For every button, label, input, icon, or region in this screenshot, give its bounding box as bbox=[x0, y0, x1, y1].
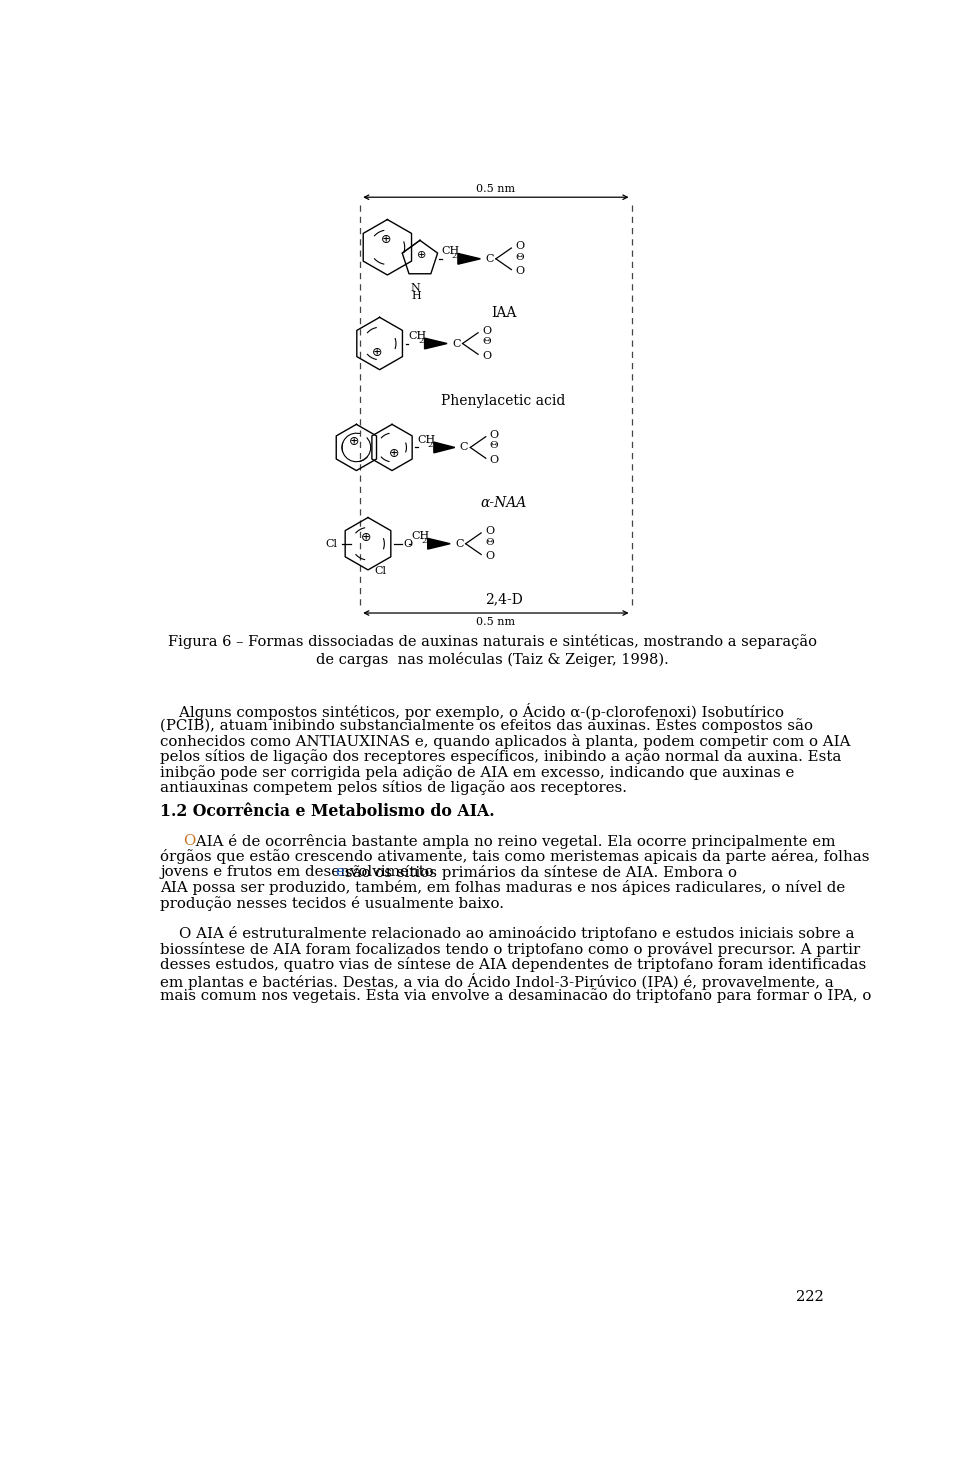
Text: Alguns compostos sintéticos, por exemplo, o Ácido α-(p-clorofenoxi) Isobutírico: Alguns compostos sintéticos, por exemplo… bbox=[160, 703, 784, 721]
Text: 2: 2 bbox=[421, 537, 427, 546]
Text: 0.5 nm: 0.5 nm bbox=[476, 617, 516, 627]
Text: C: C bbox=[460, 442, 468, 452]
Polygon shape bbox=[434, 442, 455, 452]
Text: O: O bbox=[516, 265, 524, 276]
Text: produção nesses tecidos é usualmente baixo.: produção nesses tecidos é usualmente bai… bbox=[160, 896, 504, 911]
Text: H: H bbox=[411, 291, 420, 301]
Text: órgãos que estão crescendo ativamente, tais como meristemas apicais da parte aér: órgãos que estão crescendo ativamente, t… bbox=[160, 850, 870, 865]
Text: C: C bbox=[486, 254, 494, 264]
Text: conhecidos como ANTIAUXINAS e, quando aplicados à planta, podem competir com o A: conhecidos como ANTIAUXINAS e, quando ap… bbox=[160, 734, 851, 749]
Text: são os sítios primários da síntese de AIA. Embora o: são os sítios primários da síntese de AI… bbox=[340, 865, 737, 879]
Text: 2: 2 bbox=[427, 440, 433, 449]
Text: 2,4-D: 2,4-D bbox=[485, 592, 522, 607]
Polygon shape bbox=[427, 538, 450, 549]
Text: ⊕: ⊕ bbox=[348, 435, 359, 448]
Text: Figura 6 – Formas dissociadas de auxinas naturais e sintéticas, mostrando a sepa: Figura 6 – Formas dissociadas de auxinas… bbox=[167, 633, 817, 648]
Text: Θ: Θ bbox=[485, 538, 493, 547]
Text: 1.2 Ocorrência e Metabolismo do AIA.: 1.2 Ocorrência e Metabolismo do AIA. bbox=[160, 804, 495, 820]
Text: antiauxinas competem pelos sítios de ligação aos receptores.: antiauxinas competem pelos sítios de lig… bbox=[160, 780, 627, 795]
Text: mais comum nos vegetais. Esta via envolve a desaminacão do triptofano para forma: mais comum nos vegetais. Esta via envolv… bbox=[160, 988, 872, 1003]
Text: O: O bbox=[490, 455, 499, 464]
Text: em plantas e bactérias. Destas, a via do Ácido Indol-3-Pirúvico (IPA) é, provave: em plantas e bactérias. Destas, a via do… bbox=[160, 973, 834, 989]
Text: O: O bbox=[482, 351, 492, 360]
Text: 2: 2 bbox=[452, 252, 457, 261]
Text: 2: 2 bbox=[419, 337, 423, 346]
Polygon shape bbox=[424, 338, 447, 349]
Text: desses estudos, quatro vias de síntese de AIA dependentes de triptofano foram id: desses estudos, quatro vias de síntese d… bbox=[160, 957, 867, 973]
Text: C: C bbox=[452, 338, 461, 349]
Text: CH: CH bbox=[418, 435, 436, 445]
Text: ⊕: ⊕ bbox=[360, 531, 371, 544]
Text: α-NAA: α-NAA bbox=[481, 495, 527, 510]
Text: O: O bbox=[485, 526, 494, 537]
Text: ⊕: ⊕ bbox=[417, 251, 426, 260]
Text: CH: CH bbox=[412, 531, 430, 541]
Text: O: O bbox=[482, 326, 492, 337]
Text: Θ: Θ bbox=[490, 442, 498, 451]
Text: Cl: Cl bbox=[374, 567, 386, 577]
Text: 222: 222 bbox=[796, 1290, 824, 1304]
Text: CH: CH bbox=[442, 246, 460, 257]
Text: Cl: Cl bbox=[325, 538, 338, 549]
Text: Phenylacetic acid: Phenylacetic acid bbox=[442, 394, 565, 408]
Text: IAA: IAA bbox=[491, 305, 516, 320]
Text: Θ: Θ bbox=[482, 338, 491, 347]
Text: O: O bbox=[485, 552, 494, 561]
Text: CH: CH bbox=[408, 331, 426, 341]
Text: biossíntese de AIA foram focalizados tendo o triptofano como o provável precurso: biossíntese de AIA foram focalizados ten… bbox=[160, 942, 860, 957]
Text: O AIA é estruturalmente relacionado ao aminoácido triptofano e estudos iniciais : O AIA é estruturalmente relacionado ao a… bbox=[160, 927, 854, 942]
Text: (PCIB), atuam inibindo substancialmente os efeitos das auxinas. Estes compostos : (PCIB), atuam inibindo substancialmente … bbox=[160, 718, 813, 734]
Text: ⊕: ⊕ bbox=[380, 233, 391, 246]
Text: AIA é de ocorrência bastante ampla no reino vegetal. Ela ocorre principalmente e: AIA é de ocorrência bastante ampla no re… bbox=[190, 833, 835, 848]
Text: 0.5 nm: 0.5 nm bbox=[476, 184, 516, 194]
Text: inibção pode ser corrigida pela adição de AIA em excesso, indicando que auxinas : inibção pode ser corrigida pela adição d… bbox=[160, 765, 795, 780]
Text: AIA possa ser produzido, também, em folhas maduras e nos ápices radiculares, o n: AIA possa ser produzido, também, em folh… bbox=[160, 881, 846, 896]
Text: de cargas  nas moléculas (Taiz & Zeiger, 1998).: de cargas nas moléculas (Taiz & Zeiger, … bbox=[316, 651, 668, 666]
Text: O: O bbox=[183, 833, 196, 848]
Text: Θ: Θ bbox=[516, 252, 524, 262]
Polygon shape bbox=[458, 254, 480, 264]
Text: O: O bbox=[403, 538, 413, 549]
Text: C: C bbox=[455, 538, 464, 549]
Text: O: O bbox=[516, 242, 524, 252]
Text: ⊕: ⊕ bbox=[389, 446, 399, 460]
Text: jovens e frutos em desenvolvimento: jovens e frutos em desenvolvimento bbox=[160, 865, 439, 879]
Text: e: e bbox=[335, 865, 344, 879]
Text: N: N bbox=[411, 283, 420, 294]
Text: ⊕: ⊕ bbox=[372, 346, 382, 359]
Text: pelos sítios de ligação dos receptores específicos, inibindo a ação normal da au: pelos sítios de ligação dos receptores e… bbox=[160, 749, 842, 764]
Text: O: O bbox=[490, 430, 499, 440]
